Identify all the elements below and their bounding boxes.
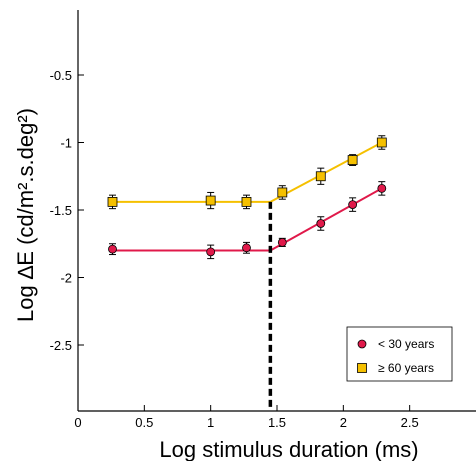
x-axis-ticks: 0 0.5 1 1.5 2 2.5 <box>74 405 419 430</box>
data-point-circle <box>277 237 287 247</box>
data-point-circle <box>377 183 387 193</box>
y-tick-label: -2.5 <box>50 338 72 353</box>
data-markers <box>107 137 387 257</box>
data-point-circle <box>316 219 326 228</box>
data-point-circle <box>206 247 216 257</box>
y-tick-label: -2 <box>60 271 72 286</box>
y-tick-label: -1 <box>60 136 72 151</box>
fit-lines <box>112 141 383 252</box>
x-axis-label: Log stimulus duration (ms) <box>159 437 418 461</box>
data-point-circle <box>348 200 358 210</box>
legend: < 30 years ≥ 60 years <box>346 326 453 382</box>
y-tick-label: -0.5 <box>50 68 72 83</box>
fit-line <box>112 141 383 203</box>
x-tick-label: 0.5 <box>135 415 153 430</box>
data-point-square <box>376 137 387 148</box>
data-point-square <box>347 155 358 165</box>
data-point-square <box>315 171 326 182</box>
data-point-circle <box>242 243 251 253</box>
x-tick-label: 1.5 <box>268 415 286 430</box>
legend-label: < 30 years <box>378 337 434 351</box>
x-tick-label: 2 <box>340 415 347 430</box>
y-axis-ticks: -0.5 -1 -1.5 -2 -2.5 <box>50 68 84 353</box>
x-tick-label: 2.5 <box>401 415 419 430</box>
x-tick-label: 0 <box>74 415 81 430</box>
legend-marker-square <box>357 363 367 373</box>
data-point-square <box>241 196 252 207</box>
data-point-square <box>205 195 216 206</box>
x-tick-label: 1 <box>207 415 214 430</box>
y-tick-label: -1.5 <box>50 203 72 218</box>
data-point-square <box>277 187 288 198</box>
data-point-circle <box>108 244 117 254</box>
legend-marker-circle <box>357 339 367 349</box>
y-axis-label: Log ∆E (cd/m².s.deg²) <box>13 108 38 322</box>
data-point-square <box>107 196 118 207</box>
legend-label: ≥ 60 years <box>378 361 434 375</box>
